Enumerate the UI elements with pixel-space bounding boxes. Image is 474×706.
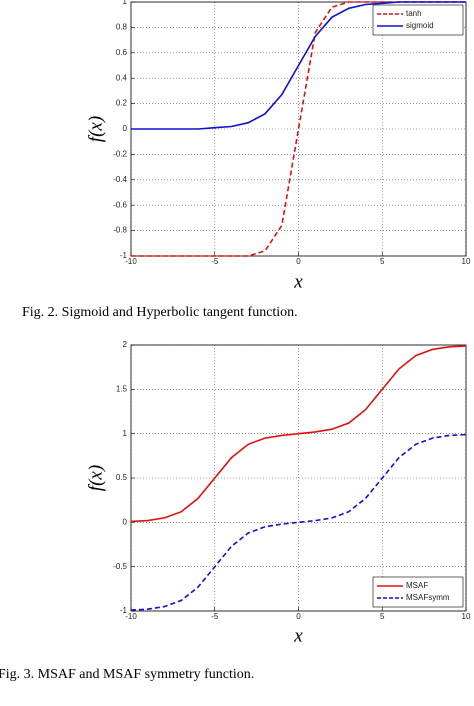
x-tick-label: 0	[296, 612, 301, 621]
y-tick-label: 0.8	[116, 23, 128, 32]
figure-caption: Fig. 3. MSAF and MSAF symmetry function.	[0, 667, 254, 682]
axes-frame	[130, 344, 467, 612]
x-tick-label: 5	[380, 612, 385, 621]
series-line	[130, 345, 467, 523]
legend-box	[372, 4, 464, 36]
y-tick-label: 0.6	[116, 48, 128, 57]
y-tick-label: -0.8	[113, 226, 127, 235]
legend-label: MSAFsymm	[406, 593, 450, 602]
legend-box	[372, 576, 464, 608]
x-axis-label: x	[293, 271, 303, 292]
x-tick-label: 5	[380, 257, 385, 266]
x-tick-label: 10	[462, 612, 471, 621]
legend-label: sigmoid	[406, 21, 434, 30]
y-tick-label: 0.4	[116, 73, 128, 82]
legend-label: MSAF	[406, 581, 428, 590]
y-tick-label: 0.5	[116, 473, 128, 482]
y-tick-label: -0.5	[113, 562, 127, 571]
y-tick-label: -0.6	[113, 200, 127, 209]
x-tick-label: -5	[211, 257, 219, 266]
y-tick-label: 1	[123, 0, 128, 6]
figure-caption: Fig. 2. Sigmoid and Hyperbolic tangent f…	[22, 305, 298, 320]
y-tick-label: 0.2	[116, 99, 128, 108]
series-line	[130, 433, 467, 611]
x-axis-label: x	[293, 625, 303, 646]
legend-label: tanh	[406, 9, 422, 18]
y-tick-label: 1	[123, 429, 128, 438]
y-axis-label: f(x)	[85, 465, 106, 491]
x-tick-label: -10	[125, 612, 137, 621]
x-tick-label: -10	[125, 257, 137, 266]
y-tick-label: -0.4	[113, 175, 127, 184]
x-tick-label: 0	[296, 257, 301, 266]
y-tick-label: -0.2	[113, 150, 127, 159]
y-tick-label: -1	[120, 606, 128, 615]
x-tick-label: 10	[462, 257, 471, 266]
x-tick-label: -5	[211, 612, 219, 621]
y-tick-label: -1	[120, 251, 128, 260]
y-axis-label: f(x)	[85, 116, 106, 142]
y-tick-label: 2	[123, 340, 128, 349]
series-line	[131, 1, 466, 130]
y-tick-label: 0	[123, 517, 128, 526]
y-tick-label: 0	[123, 124, 128, 133]
y-tick-label: 1.5	[116, 384, 128, 393]
